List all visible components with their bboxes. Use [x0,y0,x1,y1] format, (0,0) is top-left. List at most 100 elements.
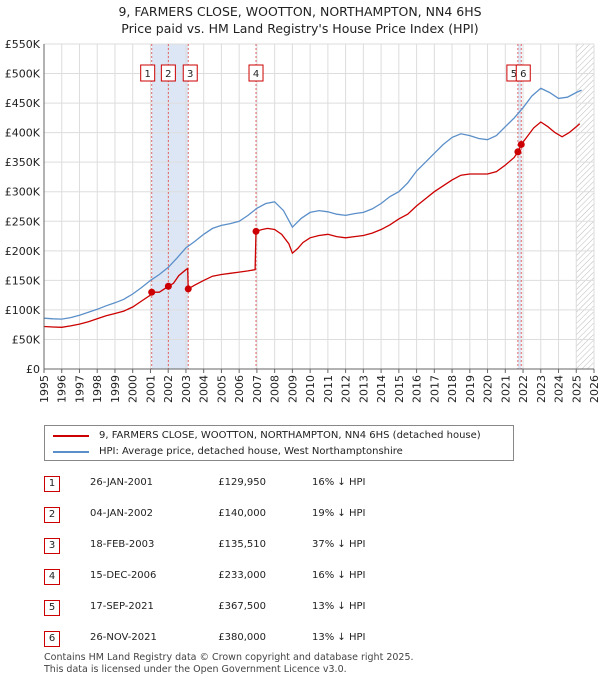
footer-line1: Contains HM Land Registry data © Crown c… [44,652,414,663]
x-tick-label: 2021 [499,375,512,403]
sale-marker-frame-2 [160,64,176,82]
chart-title: 9, FARMERS CLOSE, WOOTTON, NORTHAMPTON, … [0,3,600,37]
y-tick-label: £250K [5,215,41,228]
row-hpi-diff: 16% ↓ HPI [312,570,366,581]
row-price: £135,510 [218,539,266,550]
row-date: 26-JAN-2001 [90,477,154,488]
table-row: 6 26-NOV-2021 £380,000 13% ↓ HPI [44,627,464,658]
x-tick-label: 2023 [535,375,548,403]
row-number-badge: 4 [44,569,60,585]
y-tick-label: £450K [5,97,41,110]
x-tick-label: 2015 [393,375,406,403]
legend-label-hpi: HPI: Average price, detached house, West… [99,446,403,457]
sale-point-3 [184,285,192,293]
x-tick-label: 1995 [38,375,51,403]
legend-label-property: 9, FARMERS CLOSE, WOOTTON, NORTHAMPTON, … [99,430,481,441]
table-row: 4 15-DEC-2006 £233,000 16% ↓ HPI [44,565,464,596]
sale-marker-label-2: 2 [165,69,171,80]
y-tick-label: £500K [5,68,41,81]
x-tick-label: 2011 [322,375,335,403]
row-hpi-diff: 13% ↓ HPI [312,601,366,612]
sale-marker-box-2: 2 [160,64,176,82]
highlight-span-1 [151,44,189,369]
chart-title-line1: 9, FARMERS CLOSE, WOOTTON, NORTHAMPTON, … [118,4,482,19]
table-row: 2 04-JAN-2002 £140,000 19% ↓ HPI [44,503,464,534]
plot-background [44,44,594,369]
y-tick-label: £300K [5,186,41,199]
row-price: £367,500 [218,601,266,612]
legend-swatch-hpi [53,451,89,453]
row-number-badge: 3 [44,538,60,554]
sale-point-5 [514,148,522,156]
x-tick-label: 2008 [269,375,282,403]
row-price: £129,950 [218,477,266,488]
y-tick-label: £200K [5,245,41,258]
x-tick-label: 2000 [127,375,140,403]
row-date: 26-NOV-2021 [90,632,157,643]
x-tick-label: 2012 [340,375,353,403]
sale-point-1 [148,288,156,296]
row-hpi-diff: 37% ↓ HPI [312,539,366,550]
sale-marker-label-5: 5 [511,69,517,80]
row-price: £233,000 [218,570,266,581]
y-tick-label: £150K [5,274,41,287]
highlight-span-2 [517,44,522,369]
x-tick-label: 2007 [251,375,264,403]
sale-marker-frame-3 [182,64,198,82]
sale-point-6 [517,140,525,148]
row-hpi-diff: 16% ↓ HPI [312,477,366,488]
sale-marker-frame-1 [140,64,156,82]
table-row: 3 18-FEB-2003 £135,510 37% ↓ HPI [44,534,464,565]
footer: Contains HM Land Registry data © Crown c… [44,652,414,676]
row-date: 18-FEB-2003 [90,539,155,550]
sale-marker-box-3: 3 [182,64,198,82]
sale-marker-label-1: 1 [145,69,151,80]
y-tick-label: £100K [5,304,41,317]
x-tick-label: 2004 [198,375,211,403]
x-tick-label: 2019 [464,375,477,403]
x-tick-label: 2013 [357,375,370,403]
row-hpi-diff: 13% ↓ HPI [312,632,366,643]
sale-point-2 [164,282,172,290]
legend-swatch-property [53,435,89,437]
sale-marker-label-6: 6 [520,69,526,80]
x-tick-label: 2020 [482,375,495,403]
x-tick-label: 2018 [446,375,459,403]
x-tick-label: 1999 [109,375,122,403]
x-tick-label: 1996 [56,375,69,403]
hpi-line [43,87,582,320]
table-row: 5 17-SEP-2021 £367,500 13% ↓ HPI [44,596,464,627]
y-tick-label: £350K [5,156,41,169]
x-tick-label: 2010 [304,375,317,403]
x-tick-label: 1997 [73,375,86,403]
row-date: 04-JAN-2002 [90,508,154,519]
row-number-badge: 1 [44,476,60,492]
sale-point-4 [252,227,260,235]
sale-marker-box-4: 4 [248,64,264,82]
row-price: £380,000 [218,632,266,643]
x-tick-label: 2003 [180,375,193,403]
price-chart: 1 2 3 4 5 6 £0 £50K £100K £150K £200K £250K £300K £35… [5,38,600,403]
x-tick-label: 1998 [91,375,104,403]
y-tick-label: £50K [12,333,41,346]
row-hpi-diff: 19% ↓ HPI [312,508,366,519]
x-tick-label: 2016 [411,375,424,403]
footer-line2: This data is licensed under the Open Gov… [44,664,347,675]
sale-marker-label-4: 4 [253,69,259,80]
row-date: 15-DEC-2006 [90,570,157,581]
x-tick-label: 2005 [215,375,228,403]
sale-marker-frame-4 [248,64,264,82]
x-tick-label: 2025 [570,375,583,403]
x-tick-label: 2017 [428,375,441,403]
row-number-badge: 2 [44,507,60,523]
transactions-table: 1 26-JAN-2001 £129,950 16% ↓ HPI 2 04-JAN-200… [44,472,464,658]
chart-legend: 9, FARMERS CLOSE, WOOTTON, NORTHAMPTON, … [44,425,514,461]
forecast-hatch [576,44,594,369]
x-tick-label: 2026 [588,375,600,403]
sale-marker-frame-6 [515,64,531,82]
x-tick-label: 2006 [233,375,246,403]
table-row: 1 26-JAN-2001 £129,950 16% ↓ HPI [44,472,464,503]
sale-marker-label-3: 3 [187,69,193,80]
y-tick-label: £550K [5,38,41,51]
y-tick-label: £400K [5,127,41,140]
